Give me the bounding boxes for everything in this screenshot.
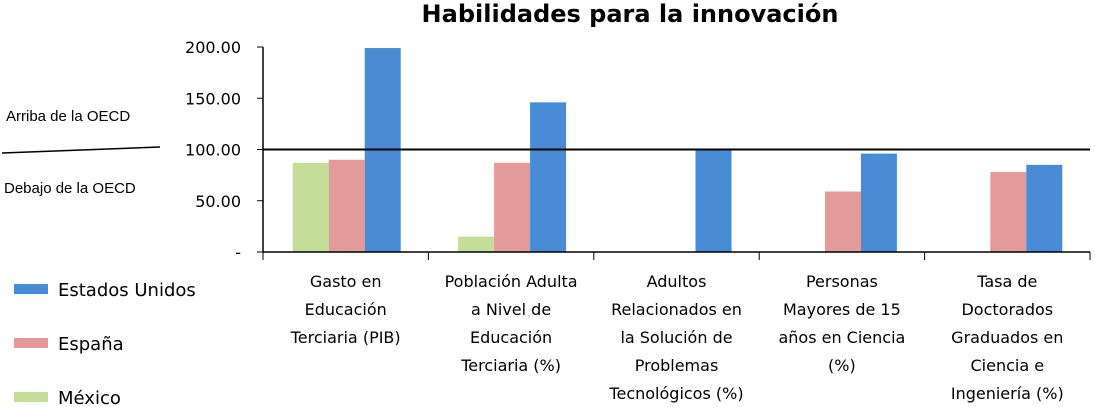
bar-estados-unidos	[530, 102, 567, 252]
bar-españa	[328, 159, 365, 252]
legend-label: España	[58, 334, 124, 355]
bar-estados-unidos	[1026, 164, 1063, 252]
bar-españa	[990, 172, 1027, 252]
legend-label: Estados Unidos	[58, 280, 196, 301]
bar-estados-unidos	[860, 153, 897, 252]
y-tick-label: -	[235, 243, 241, 262]
category-labels: Gasto en Educación Terciaria (PIB) Població…	[290, 272, 1064, 403]
bar-españa	[494, 162, 531, 252]
y-tick-label: 200.00	[185, 38, 241, 57]
legend-swatch	[14, 392, 48, 402]
y-tick-label: 150.00	[185, 89, 241, 108]
bar-méxico	[292, 162, 329, 252]
axes	[257, 46, 1091, 260]
bar-méxico	[458, 236, 495, 252]
x-category-label: Adultos Relacionados en la Solución de Prob…	[608, 272, 743, 403]
legend-label: México	[58, 388, 121, 407]
x-category-label: Tasa de Doctorados Graduados en Ciencia e In…	[951, 272, 1064, 403]
bar-españa	[824, 191, 861, 252]
y-tick-label: 100.00	[185, 141, 241, 160]
x-category-label: Población Adulta a Nivel de Educación Terci…	[445, 272, 578, 375]
y-tick-label: 50.00	[195, 192, 241, 211]
chart-title: Habilidades para la innovación	[422, 0, 839, 28]
legend-swatch	[14, 284, 48, 294]
above-oecd-label: Arriba de la OECD	[6, 108, 130, 125]
legend-swatch	[14, 338, 48, 348]
x-category-label: Gasto en Educación Terciaria (PIB)	[290, 272, 401, 347]
x-category-label: Personas Mayores de 15 años en Ciencia (%)	[778, 272, 905, 375]
below-oecd-label: Debajo de la OECD	[4, 180, 136, 197]
bar-estados-unidos	[695, 148, 732, 252]
y-axis-ticks: - 50.00 100.00 150.00 200.00	[185, 38, 241, 262]
oecd-separator-line	[1, 146, 161, 154]
bars	[292, 48, 1063, 253]
legend: Estados Unidos España México	[14, 280, 196, 407]
